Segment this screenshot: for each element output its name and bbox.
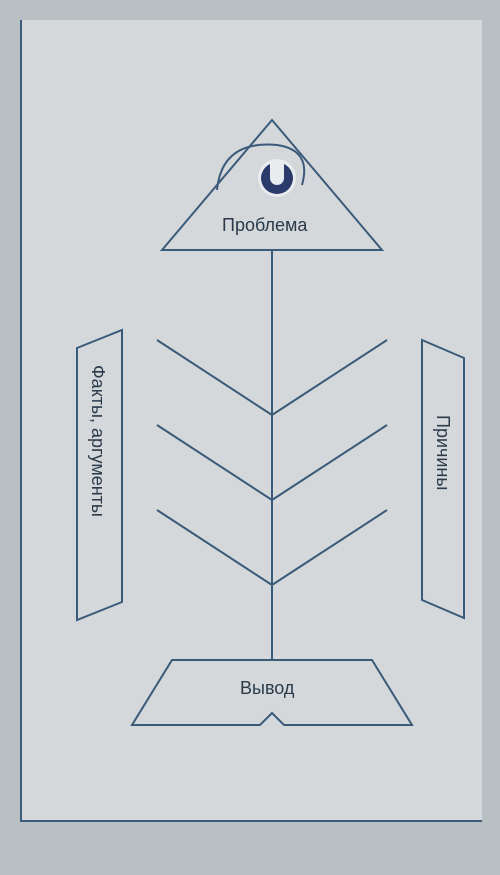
head-label: Проблема [222,215,307,236]
bone-right-1 [272,340,387,415]
bone-left-1 [157,340,272,415]
bone-left-3 [157,510,272,585]
bone-left-2 [157,425,272,500]
diagram-frame: Проблема Факты, аргументы Причины Вывод [20,20,482,822]
bone-right-2 [272,425,387,500]
tail-label: Вывод [240,678,294,699]
right-label: Причины [432,415,453,555]
left-label: Факты, аргументы [87,365,108,585]
bone-right-3 [272,510,387,585]
